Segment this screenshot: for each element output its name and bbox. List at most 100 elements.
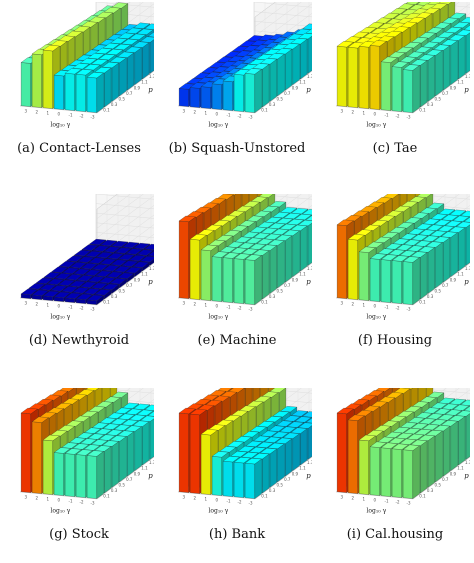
bar-front [234,74,244,111]
x-tick-label: -1 [69,499,73,504]
x-tick-label: -3 [249,115,253,120]
bar-side [443,238,450,283]
bar-front [65,73,75,110]
x-tick-label: -2 [238,306,242,311]
x-tick-label: -2 [238,114,242,119]
x-tick-label: -1 [385,113,389,118]
p-tick-label: 0.7 [126,283,133,288]
bar-front [392,261,402,304]
bar-front [381,448,391,497]
bar-side [262,251,269,299]
bars [337,388,470,499]
chart-housing: 1.00.90.80.70.60.50.40.30.20.10.0MZE3210… [320,194,470,346]
bars [21,388,154,499]
bar-front [245,463,255,498]
caption-title: Cal.housing [365,527,443,542]
bar-front [392,67,402,112]
bar-front [403,262,413,305]
p-tick-label: 1.3 [149,74,154,79]
p-tick-label: 0.5 [277,483,284,488]
p-tick-label: 1.1 [141,466,148,471]
p-tick-label: 1.1 [141,272,148,277]
bar-side [270,246,277,294]
x-tick-label: -1 [227,113,231,118]
bar-side [428,248,435,294]
bar-front [21,413,31,493]
chart-tae: 1.00.90.80.70.60.50.40.30.20.10.0MZE3210… [320,2,470,154]
bar [87,72,103,112]
bar-side [293,44,300,84]
chart-contact-lenses: 1.00.90.80.70.60.50.40.30.20.10.0MZE3210… [4,2,154,154]
panel-squash-unstored: 1.00.90.80.70.60.50.40.30.20.10.0MZE3210… [162,2,312,177]
x-tick-label: -2 [238,500,242,505]
bar-side [255,256,262,305]
x-tick-label: 1 [205,111,208,116]
caption-label: (e) [198,333,216,348]
p-tick-label: 0.3 [111,488,118,493]
bar [403,445,419,499]
bar-side [300,226,307,271]
p-tick-label: 0.9 [450,277,457,282]
panel-stock: 1.00.90.80.70.60.50.40.30.20.10.0MZE3210… [4,388,154,563]
bar-front [179,221,189,299]
bar-side [308,424,312,460]
p-tick-label: 0.9 [134,471,141,476]
panel-tae: 1.00.90.80.70.60.50.40.30.20.10.0MZE3210… [320,2,470,177]
bar-front [223,461,233,496]
bar-side [150,38,154,74]
p-tick-label: 0.5 [277,289,284,294]
x-tick-label: 2 [194,110,197,115]
bar-side [255,459,262,499]
p-tick-label: 0.5 [435,97,442,102]
caption-label: (g) [49,527,67,542]
bar-side [458,416,465,465]
bar-front [201,434,211,494]
x-tick-label: -1 [227,499,231,504]
bar-side [451,233,458,277]
caption-title: Machine [220,333,277,348]
bar-side [428,56,435,102]
p-tick-label: 1.3 [307,460,312,465]
bar-front [392,449,402,498]
p-tick-label: 0.7 [442,91,449,96]
bar-side [278,54,285,96]
bar-front [403,70,413,113]
p-tick-label: 0.7 [126,91,133,96]
bar-front [359,46,369,108]
bar-front [76,74,86,111]
panel-caption: (e) Machine [162,333,312,348]
bar-side [97,73,104,113]
caption-label: (h) [209,527,228,542]
bar-front [190,414,200,494]
p-tick-label: 1.3 [307,74,312,79]
chart-bank: 1.00.90.80.70.60.50.40.30.20.10.0MZE3210… [162,388,312,540]
bar-front [223,81,233,111]
panel-caption: (f) Housing [320,333,470,348]
bar-front [43,50,53,109]
bar-side [285,49,292,90]
p-tick-label: 0.7 [284,91,291,96]
x-tick-label: -1 [69,113,73,118]
x-tick-label: -2 [396,114,400,119]
p-tick-label: 0.3 [427,294,434,299]
p-tick-label: 0.5 [435,483,442,488]
p-tick-label: 0.9 [292,277,299,282]
bar-front [65,454,75,497]
bar [245,458,261,498]
x-tick-label: 0 [216,498,219,503]
bar-side [308,221,312,265]
caption-title: Newthyroid [51,333,129,348]
bar-side [413,257,420,304]
bar-side [104,447,111,494]
bars [337,2,470,113]
p-axis-label: p [464,278,469,286]
p-tick-label: 0.5 [277,97,284,102]
x-axis-label: log₁₀ γ [367,122,387,129]
bar-side [436,243,443,288]
x-tick-label: 3 [341,301,344,306]
chart-newthyroid: 1.00.90.80.70.60.50.40.30.20.10.0MZE3210… [4,194,154,346]
x-tick-label: -2 [396,500,400,505]
bar-front [87,77,97,112]
p-axis-label: p [148,278,153,286]
p-tick-label: 0.7 [284,477,291,482]
